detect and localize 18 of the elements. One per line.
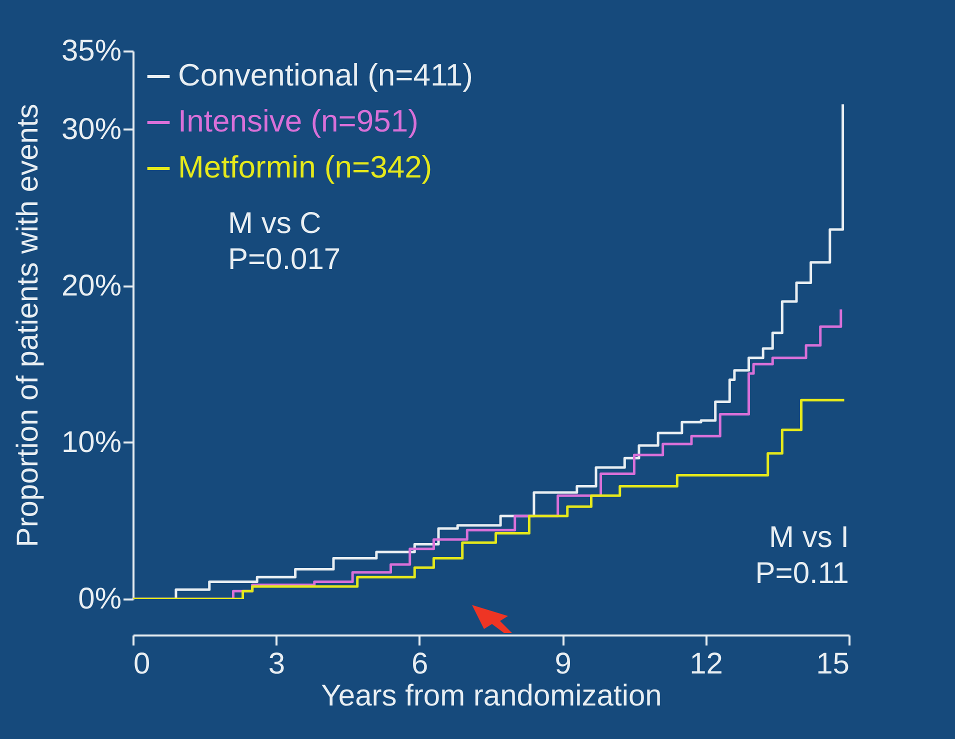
x-tick-label: 9 [554,648,572,680]
y-tick-label: 35% [61,34,122,68]
y-tick-label: 0% [78,582,122,616]
y-tick-label: 20% [61,269,122,302]
x-tick-label: 3 [268,648,286,680]
x-tick-label: 12 [690,648,723,680]
x-tick-label: 15 [816,648,850,680]
x-tick-label: 0 [134,648,150,680]
y-axis-title: Proportion of patients with events [11,104,44,548]
annotation: M vs C P=0.017 [228,207,341,276]
y-tick-label: 30% [61,112,122,146]
legend-label: Intensive (n=951) [178,104,418,138]
annotation: M vs I P=0.11 [755,521,849,590]
legend-label: Conventional (n=411) [178,58,473,92]
x-tick-label: 6 [412,648,428,680]
legend-label: Metformin (n=342) [178,150,432,184]
y-tick-label: 10% [61,426,122,459]
x-axis-title: Years from randomization [321,680,662,712]
